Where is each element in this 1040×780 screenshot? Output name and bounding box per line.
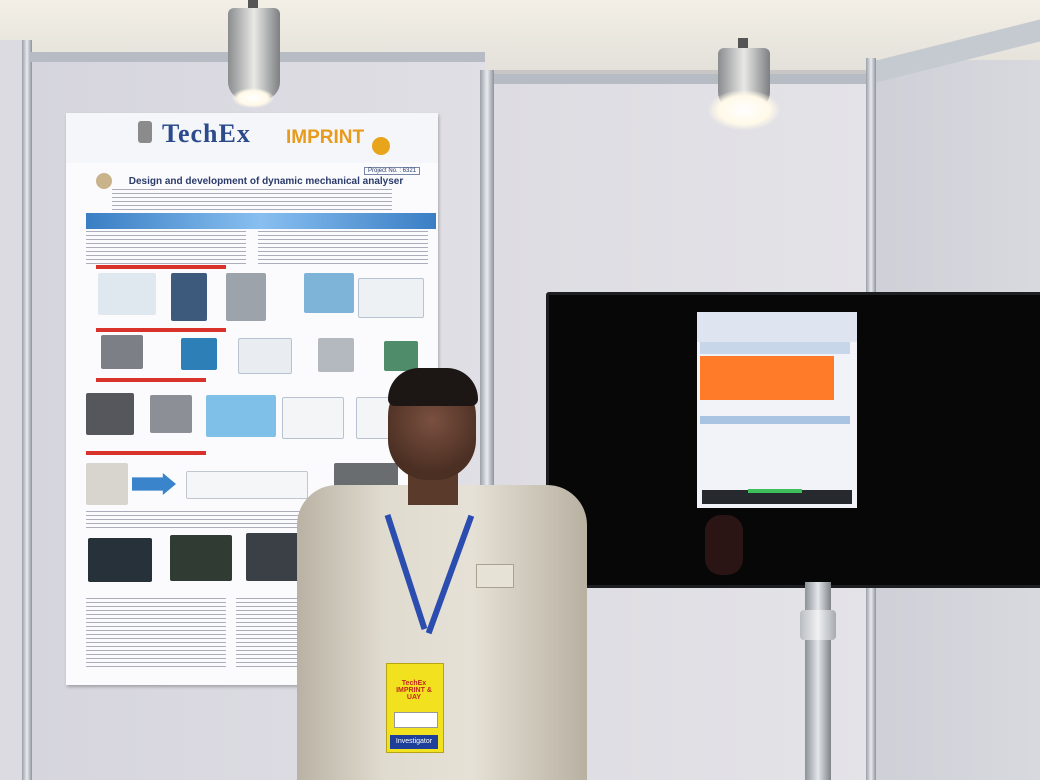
poster-figure — [238, 338, 292, 374]
poster-figure — [282, 397, 344, 439]
app-progress-bar — [748, 489, 802, 493]
institute-logo-icon — [96, 173, 112, 189]
poster-figure — [88, 538, 152, 582]
poster-project-number: Project No. : 6321 — [364, 167, 421, 175]
poster-figure — [226, 273, 266, 321]
spotlight-glow — [708, 90, 780, 130]
app-status-strip — [700, 416, 850, 424]
poster-text-block — [86, 231, 246, 265]
app-taskbar — [702, 490, 852, 504]
poster-section-heading — [96, 378, 206, 382]
spotlight-glow — [232, 88, 274, 108]
poster-figure — [150, 395, 192, 433]
poster-figure — [384, 341, 418, 371]
poster-figure — [98, 273, 156, 315]
poster-figure — [304, 273, 354, 313]
app-signal-plot — [700, 356, 834, 400]
poster-figure — [86, 463, 128, 505]
poster-title: Design and development of dynamic mechan… — [128, 176, 404, 187]
poster-section-heading — [96, 328, 226, 332]
booth-top-rail — [494, 74, 866, 84]
pocket-card — [476, 564, 514, 588]
presenter-hair — [388, 368, 478, 406]
spotlight-lamp — [228, 8, 280, 100]
booth-pole — [22, 40, 32, 780]
research-poster: TechEx IMPRINT Project No. : 6321 Design… — [66, 113, 438, 685]
poster-section-heading — [96, 265, 226, 269]
poster-figure — [206, 395, 276, 437]
emblem-icon — [138, 121, 152, 143]
poster-text-block — [258, 231, 428, 265]
badge-role-label: Investigator — [390, 735, 438, 749]
poster-band — [86, 213, 436, 229]
stand-clamp — [800, 610, 836, 640]
app-panel-header — [700, 342, 850, 354]
poster-section-heading — [86, 451, 206, 455]
spotlight-mount — [248, 0, 258, 14]
poster-authors — [112, 189, 392, 211]
poster-logo-text: TechEx — [162, 119, 251, 148]
poster-text-block — [86, 598, 226, 668]
poster-figure — [101, 335, 143, 369]
poster-figure — [170, 535, 232, 581]
poster-figure — [186, 471, 308, 499]
poster-figure — [358, 278, 424, 318]
poster-figure — [356, 397, 394, 439]
imprint-logo-icon — [372, 137, 390, 155]
poster-figure — [171, 273, 207, 321]
screen-reflection — [705, 515, 743, 575]
poster-figure — [86, 393, 134, 435]
arrow-icon — [132, 473, 176, 495]
app-ribbon-toolbar — [697, 312, 857, 342]
badge-event-text: TechEx IMPRINT & UAY — [396, 680, 432, 701]
poster-figure — [318, 338, 354, 372]
poster-brand-text: IMPRINT — [286, 127, 365, 148]
poster-figure — [181, 338, 217, 370]
badge-name-box — [394, 712, 438, 728]
